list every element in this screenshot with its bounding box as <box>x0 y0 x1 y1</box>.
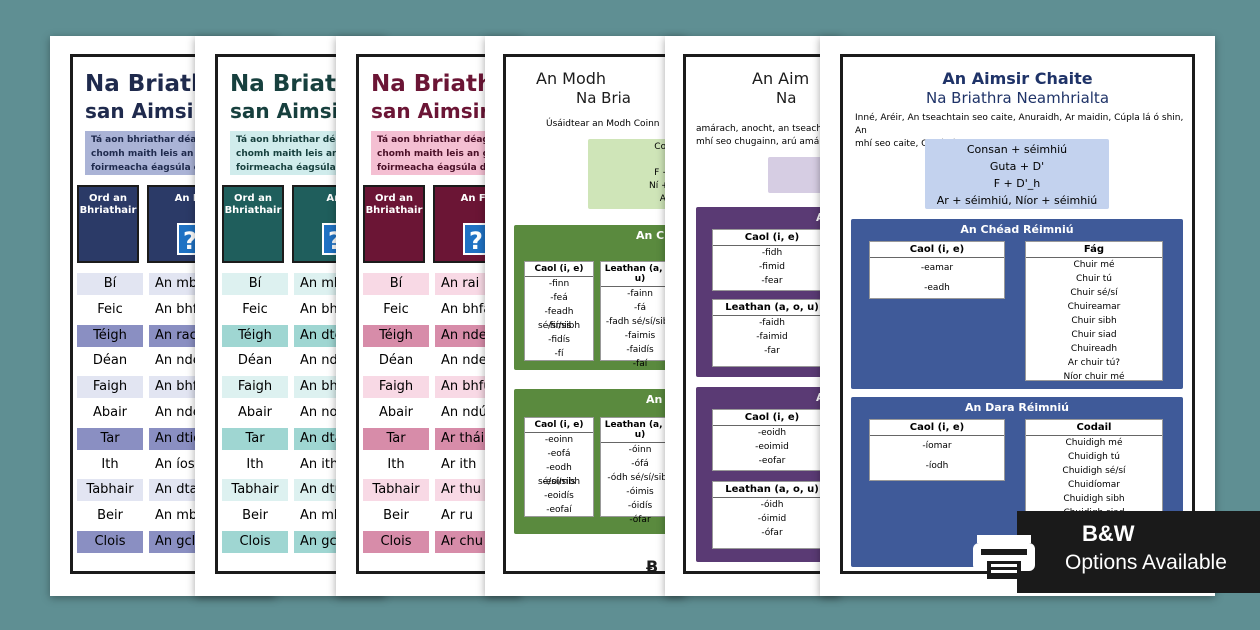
leathan-table: Leathan (a, o, u) -faidh -faimid -far <box>712 299 832 367</box>
verb-cell: Bí <box>363 273 429 295</box>
caol-table: Caol (i, e) -finn -feá -feadh sé/sí/sibh -f… <box>524 261 594 361</box>
caol-table: Caol (i, e) -íomar -íodh <box>869 419 1005 481</box>
sheet3-title-line2: san Aimsir <box>371 99 490 123</box>
verb-cell: Tar <box>363 427 429 450</box>
verb-cell: Tar <box>77 427 143 450</box>
verb-cell: Abair <box>363 402 429 424</box>
verb-cell: Faigh <box>363 376 429 399</box>
caol-table: Caol (i, e) -eoidh -eoimid -eofar <box>712 409 832 471</box>
verb-cell: Téigh <box>77 324 143 347</box>
printer-icon <box>973 535 1035 579</box>
sheet4-panel-second: An D Caol (i, e) -eoinn -eofá -eodh sé/sí/… <box>514 389 685 534</box>
sheet3-title-line1: Na Briath <box>371 71 494 97</box>
caol-table: Caol (i, e) -fidh -fimid -fear <box>712 229 832 291</box>
sheet1-title-line1: Na Briath <box>85 71 208 97</box>
sheet1-title-line2: san Aimsir <box>85 99 204 123</box>
sheet6-subtitle: Na Briathra Neamhrialta <box>925 89 1110 107</box>
verb-cell: Feic <box>222 298 288 321</box>
verb-cell: Beir <box>222 505 288 528</box>
sheet4-usage-line: Úsáidtear an Modh Coinn <box>546 119 660 129</box>
leathan-table: Leathan (a, o, u) -óidh -óimid -ófar <box>712 481 832 549</box>
sheet5-panel-second: A Caol (i, e) -eoidh-eoimid-eofar Leatha… <box>696 387 840 562</box>
sheet2-header-verb: Ord an Bhriathair <box>222 185 284 263</box>
badge-subtitle: Options Available <box>1065 551 1227 574</box>
sheet5-intro: amárach, anocht, an tseachta mhí seo chug… <box>696 124 832 147</box>
caol-table: Caol (i, e) -eamar -eadh <box>869 241 1005 299</box>
sheet4-subtitle: Na Bria <box>576 89 631 107</box>
worksheet-4[interactable]: An Modh Na Bria Úsáidtear an Modh Coinn … <box>485 36 685 596</box>
verb-cell: Clois <box>77 531 143 553</box>
verb-cell: Beir <box>77 505 143 528</box>
verb-cell: Abair <box>77 402 143 424</box>
verb-cell: Clois <box>222 531 288 553</box>
verb-cell: Ith <box>222 453 288 476</box>
verb-cell: Téigh <box>363 324 429 347</box>
sheet4-title: An Modh <box>536 69 607 88</box>
worksheet-6[interactable]: An Aimsir Chaite Na Briathra Neamhrialta… <box>820 36 1215 596</box>
sheet2-title-line1: Na Briat <box>230 71 337 97</box>
sheet6-rules-box: Consan + séimhiú Guta + D' F + D'_h Ar + sé… <box>925 139 1109 209</box>
sheet5-subtitle: Na <box>776 89 797 107</box>
verb-cell: Bí <box>77 273 143 295</box>
verb-cell: Tabhair <box>77 479 143 502</box>
caol-table: Caol (i, e) -eoinn -eofá -eodh sé/sí/sibh -… <box>524 417 594 517</box>
sheet4-panel-first: An Ch Caol (i, e) -finn -feá -feadh sé/sí/… <box>514 225 685 370</box>
verb-cell: Faigh <box>222 376 288 399</box>
worksheet-5[interactable]: An Aim Na amárach, anocht, an tseachta mh… <box>665 36 840 596</box>
sheet6-title: An Aimsir Chaite <box>942 69 1093 88</box>
verb-cell: Déan <box>77 350 143 373</box>
verb-cell: Ith <box>77 453 143 476</box>
badge-title: B&W <box>1082 521 1135 546</box>
verb-cell: Tar <box>222 427 288 450</box>
verb-cell: Beir <box>363 505 429 528</box>
sheet3-header-verb: Ord an Bhriathair <box>363 185 425 263</box>
sheet5-panel-first: A Caol (i, e) -fidh-fimid-fear Leathan (… <box>696 207 840 377</box>
verb-cell: Tabhair <box>222 479 288 502</box>
verb-cell: Tabhair <box>363 479 429 502</box>
verb-cell: Ith <box>363 453 429 476</box>
verb-cell: Faigh <box>77 376 143 399</box>
verb-cell: Clois <box>363 531 429 553</box>
verb-cell: Téigh <box>222 324 288 347</box>
verb-cell: Feic <box>363 298 429 321</box>
sheet6-panel-first: An Chéad Réimniú Caol (i, e) -eamar -eadh… <box>851 219 1183 389</box>
sheet1-header-verb: Ord an Bhriathair <box>77 185 139 263</box>
bw-options-badge[interactable]: B&W Options Available <box>973 511 1260 593</box>
verb-cell: Déan <box>363 350 429 373</box>
sheet5-title: An Aim <box>752 69 810 88</box>
sheet2-title-line2: san Aimsir <box>230 99 349 123</box>
verb-cell: Déan <box>222 350 288 373</box>
fag-table: Fág Chuir mé Chuir tú Chuir sé/sí Chuireama… <box>1025 241 1163 382</box>
sheet6-intro: Inné, Aréir, An tseachtain seo caite, An… <box>855 113 1184 149</box>
verb-cell: Abair <box>222 402 288 424</box>
verb-cell: Feic <box>77 298 143 321</box>
logo-icon: Ƀ <box>646 557 659 574</box>
verb-cell: Bí <box>222 273 288 295</box>
question-mark-icon: ? <box>463 223 489 255</box>
